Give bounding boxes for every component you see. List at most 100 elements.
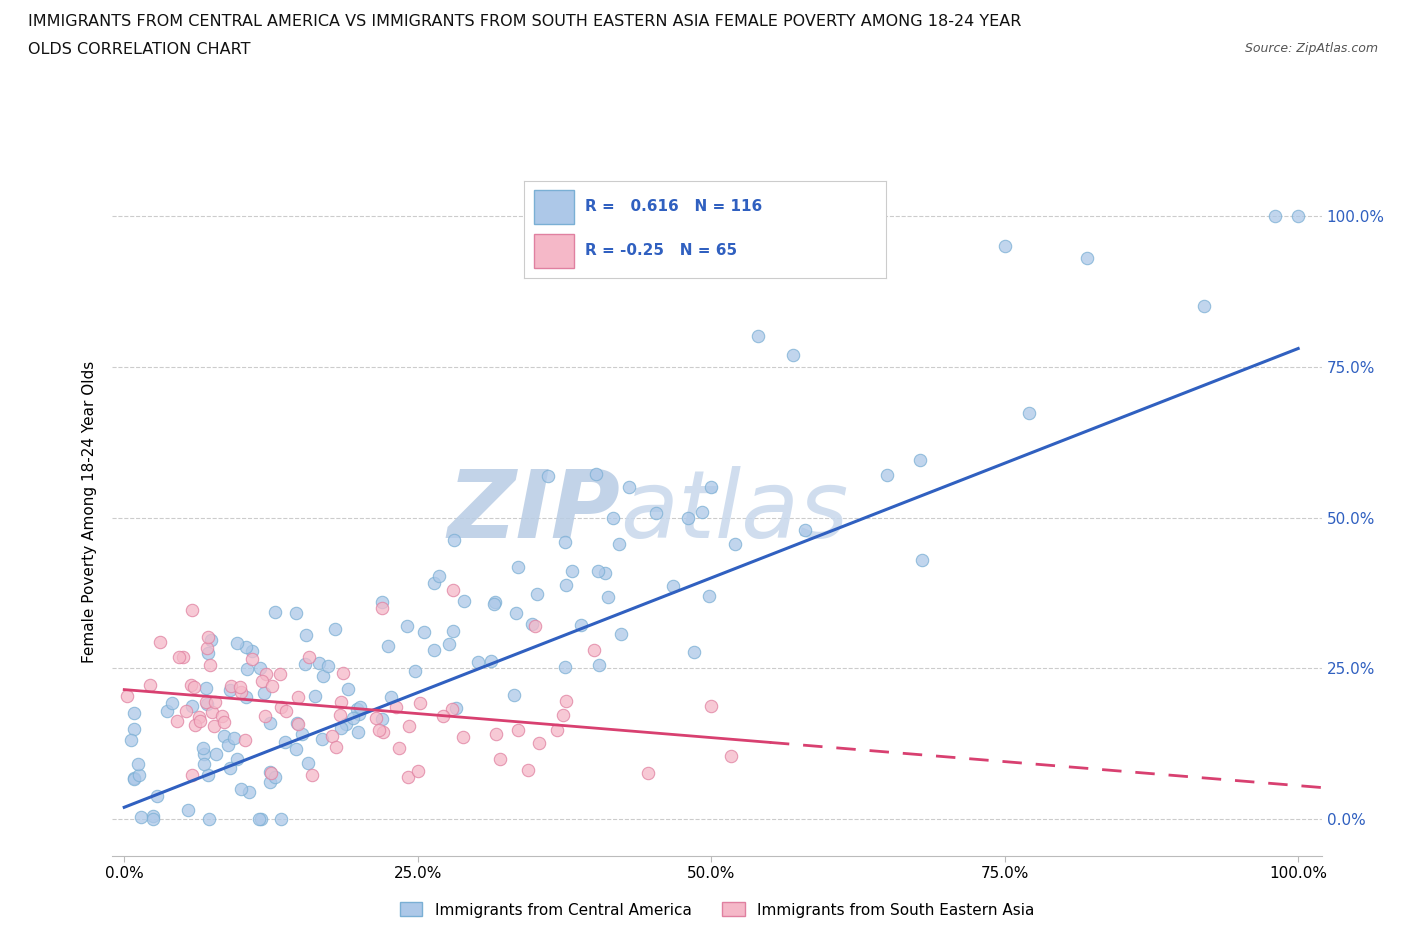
Point: [569, 618, 592, 632]
Y-axis label: Female Poverty Among 18-24 Year Olds: Female Poverty Among 18-24 Year Olds: [82, 361, 97, 663]
Point: [183, 680, 205, 695]
Point: [270, 812, 292, 827]
Point: [588, 658, 610, 672]
Point: [260, 679, 283, 694]
Point: [177, 803, 200, 817]
Point: [700, 480, 723, 495]
Point: [321, 728, 343, 743]
Point: [301, 767, 323, 782]
Point: [139, 677, 162, 692]
Point: [444, 700, 467, 715]
Point: [794, 522, 817, 537]
Point: [700, 698, 723, 713]
Point: [304, 689, 326, 704]
Point: [503, 687, 526, 702]
Point: [506, 559, 529, 574]
Point: [485, 726, 508, 741]
Point: [596, 590, 619, 604]
Point: [294, 657, 316, 671]
Point: [195, 697, 218, 711]
Point: [747, 329, 769, 344]
Point: [308, 655, 330, 670]
Point: [195, 640, 218, 655]
Point: [197, 630, 219, 644]
Point: [252, 674, 274, 689]
Point: [505, 606, 527, 621]
Point: [284, 742, 307, 757]
Point: [662, 578, 685, 593]
Point: [219, 683, 242, 698]
Point: [200, 705, 222, 720]
Point: [211, 709, 233, 724]
Point: [188, 713, 211, 728]
Point: [479, 654, 502, 669]
Point: [249, 660, 271, 675]
Point: [396, 770, 419, 785]
Point: [582, 643, 605, 658]
Point: [1018, 405, 1040, 420]
Point: [229, 782, 252, 797]
Point: [371, 601, 394, 616]
Point: [188, 710, 211, 724]
Point: [537, 469, 560, 484]
Point: [193, 757, 215, 772]
Point: [520, 617, 543, 631]
Point: [371, 712, 394, 727]
Text: Source: ZipAtlas.com: Source: ZipAtlas.com: [1244, 42, 1378, 55]
Point: [124, 705, 146, 720]
Point: [166, 713, 188, 728]
Point: [366, 711, 388, 725]
Point: [194, 681, 217, 696]
Point: [297, 755, 319, 770]
Point: [585, 467, 607, 482]
Point: [1286, 208, 1309, 223]
Point: [467, 654, 489, 669]
Point: [723, 537, 745, 551]
Point: [142, 809, 165, 824]
Point: [346, 724, 368, 739]
Point: [270, 699, 292, 714]
Point: [198, 658, 221, 672]
Point: [254, 667, 277, 682]
Point: [554, 659, 576, 674]
Point: [404, 663, 426, 678]
Point: [122, 722, 145, 737]
Point: [347, 706, 370, 721]
Point: [167, 650, 190, 665]
Point: [115, 688, 138, 703]
Point: [298, 650, 321, 665]
Text: atlas: atlas: [620, 466, 849, 557]
Point: [247, 812, 270, 827]
Point: [127, 757, 149, 772]
Point: [184, 717, 207, 732]
Point: [380, 690, 402, 705]
Legend: Immigrants from Central America, Immigrants from South Eastern Asia: Immigrants from Central America, Immigra…: [394, 897, 1040, 923]
Point: [274, 735, 297, 750]
Point: [218, 761, 240, 776]
Point: [205, 746, 228, 761]
Point: [149, 635, 172, 650]
Point: [408, 696, 430, 711]
Point: [225, 751, 247, 766]
Point: [607, 537, 630, 551]
Point: [441, 623, 464, 638]
Point: [697, 589, 720, 604]
Point: [441, 701, 464, 716]
Point: [122, 772, 145, 787]
Point: [330, 695, 353, 710]
Point: [637, 765, 659, 780]
Point: [233, 733, 256, 748]
Point: [602, 511, 624, 525]
Point: [214, 728, 236, 743]
Point: [142, 812, 165, 827]
Point: [162, 696, 184, 711]
Point: [994, 238, 1017, 253]
Point: [316, 658, 339, 673]
Point: [259, 775, 281, 790]
Point: [287, 717, 309, 732]
Point: [367, 723, 389, 737]
Point: [193, 740, 215, 755]
Point: [551, 708, 574, 723]
Point: [236, 661, 259, 676]
Point: [219, 679, 242, 694]
